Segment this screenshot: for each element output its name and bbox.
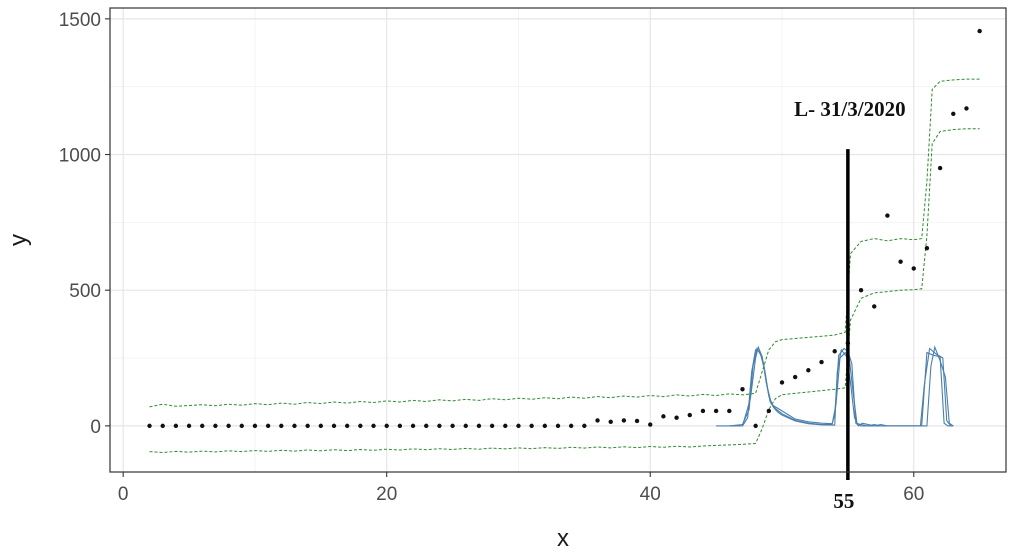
data-point [213,423,218,429]
series-lines [149,78,980,454]
data-point [911,266,916,271]
data-point [358,423,363,429]
data-point [476,423,482,429]
data-point [885,213,890,218]
x-tick-label: 60 [903,484,924,505]
x-tick-label: 20 [376,484,397,505]
major-gridlines [110,8,1006,472]
data-point [674,415,679,420]
data-point [450,423,455,429]
data-point [766,408,772,414]
data-point [384,423,389,429]
data-point [371,423,376,429]
data-point [516,423,521,429]
data-point [542,423,548,429]
data-point [582,423,587,429]
data-point [595,418,600,423]
data-point [951,111,956,117]
data-point [832,349,837,354]
data-point [753,423,758,429]
plot-panel-border [109,7,1007,473]
lockdown-x-marker: 55 [833,489,854,513]
y-tick-label: 1500 [59,10,101,31]
x-axis-title: x [557,525,569,552]
tick-labels: 0 20 40 60 0 500 1000 1500 [59,10,925,505]
y-tick-label: 1000 [59,146,101,167]
data-point [186,423,192,429]
data-point [397,423,403,429]
data-point [331,423,337,429]
data-point [410,423,416,429]
data-point [463,423,468,429]
data-point [648,422,653,427]
data-point [806,368,811,373]
data-point [964,106,969,111]
data-point [713,408,719,414]
data-point [634,418,640,424]
y-tick-label: 500 [69,281,101,302]
data-point [226,423,231,429]
y-tick-label: 0 [90,417,101,438]
data-point [937,165,943,171]
data-point [529,423,534,429]
series-line [741,345,954,427]
x-tick-label: 0 [118,484,129,505]
data-point [568,423,574,429]
data-point [318,423,324,429]
data-point [621,418,627,423]
data-point [305,423,310,429]
data-point [173,423,179,429]
data-point [819,359,824,365]
data-point [489,423,495,429]
data-point [265,423,271,429]
data-point [279,423,284,429]
confidence-band-line [149,78,980,408]
data-point [344,423,350,429]
data-point [872,304,877,309]
data-point [424,423,429,429]
lockdown-label: L- 31/3/2020 [794,97,905,121]
data-point [977,28,982,34]
minor-gridlines [110,8,1006,472]
data-point [252,423,258,429]
y-axis-title: y [5,234,32,246]
data-point [858,287,864,293]
data-point [687,412,692,418]
data-points [147,28,982,429]
data-point [292,423,297,429]
x-tick-label: 40 [640,484,661,505]
data-point [555,423,561,429]
data-point [200,423,205,429]
data-point [779,380,785,385]
data-point [661,414,666,419]
data-point [924,245,930,251]
data-point [700,408,706,414]
axis-ticks [105,18,915,477]
data-point [608,419,613,425]
data-point [740,387,745,392]
data-point [727,408,732,414]
confidence-band-line [149,128,980,454]
data-point [437,423,442,429]
data-point [160,423,165,429]
data-point [898,259,903,264]
annotations: L- 31/3/2020 55 [794,97,905,513]
data-point [792,374,798,380]
data-point [239,423,244,429]
plot-panel-background [110,8,1006,472]
data-point [147,423,152,429]
data-point [503,423,508,429]
